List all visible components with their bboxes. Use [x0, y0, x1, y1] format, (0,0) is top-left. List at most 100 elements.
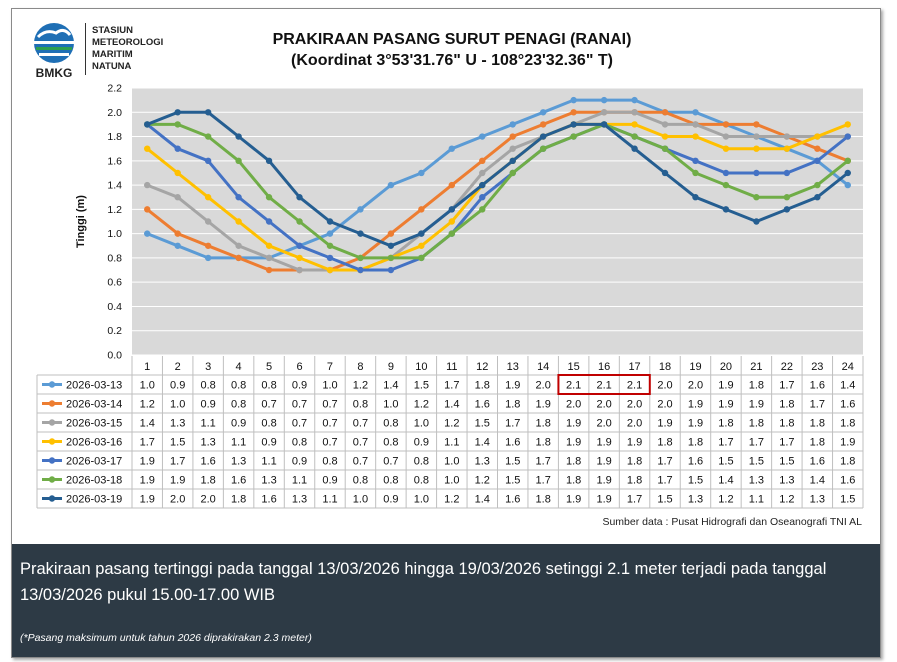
series-line — [146, 110, 848, 272]
forecast-panel: BMKG STASIUN METEOROLOGI MARITIM NATUNA … — [11, 8, 881, 658]
table-cell: 0.7 — [322, 399, 337, 411]
x-tick-label: 24 — [842, 361, 854, 373]
data-point — [692, 121, 699, 128]
legend-label: 2026-03-18 — [66, 475, 122, 487]
table-cell: 0.8 — [261, 418, 276, 430]
table-cell: 1.0 — [140, 380, 155, 392]
table-cell: 1.3 — [749, 475, 764, 487]
data-point — [418, 230, 425, 237]
table-cell: 1.6 — [810, 380, 825, 392]
data-point — [174, 109, 181, 116]
table-cell: 2.0 — [200, 494, 215, 506]
data-point — [722, 169, 730, 177]
data-point — [235, 254, 242, 262]
table-cell: 1.0 — [444, 475, 459, 487]
data-point — [692, 133, 699, 140]
table-cell: 0.9 — [231, 418, 246, 430]
table-cell: 0.7 — [353, 456, 368, 468]
table-cell: 1.8 — [840, 456, 855, 468]
data-point — [204, 218, 212, 225]
table-cell: 2.0 — [566, 399, 581, 411]
x-tick-label: 17 — [628, 361, 640, 373]
table-cell: 1.8 — [200, 475, 215, 487]
table-cell: 1.9 — [170, 475, 185, 487]
table-cell: 1.6 — [261, 494, 276, 506]
data-point — [600, 121, 608, 128]
data-point — [357, 230, 364, 237]
table-cell: 1.6 — [505, 437, 520, 449]
data-point — [814, 157, 821, 165]
data-point — [661, 145, 669, 152]
y-tick-label: 0.0 — [107, 350, 122, 362]
data-point — [144, 121, 151, 128]
x-tick-label: 18 — [659, 361, 671, 373]
table-cell: 1.4 — [840, 380, 855, 392]
x-tick-label: 21 — [750, 361, 762, 373]
table-cell: 1.2 — [718, 494, 733, 506]
table-cell: 1.0 — [444, 456, 459, 468]
data-point — [722, 145, 730, 152]
legend-label: 2026-03-13 — [66, 380, 122, 392]
data-point — [814, 194, 821, 201]
x-tick-label: 16 — [598, 361, 610, 373]
table-cell: 1.1 — [292, 475, 307, 487]
x-tick-label: 11 — [446, 361, 457, 373]
table-cell: 1.3 — [170, 418, 185, 430]
x-tick-label: 10 — [415, 361, 427, 373]
data-point — [539, 109, 547, 116]
table-cell: 0.8 — [231, 399, 246, 411]
x-tick-label: 6 — [296, 361, 302, 373]
table-cell: 2.1 — [566, 380, 581, 392]
table-cell: 1.8 — [840, 418, 855, 430]
legend-marker — [48, 419, 56, 426]
data-point — [326, 230, 334, 237]
table-cell: 1.3 — [810, 494, 825, 506]
data-point — [570, 109, 577, 116]
data-point — [479, 133, 486, 140]
table-cell: 1.9 — [657, 418, 672, 430]
data-point — [235, 242, 242, 249]
x-tick-label: 8 — [357, 361, 363, 373]
y-tick-label: 0.2 — [107, 325, 122, 337]
series-line — [147, 122, 849, 260]
y-tick-label: 1.6 — [107, 155, 122, 167]
station-line: STASIUN — [92, 25, 133, 36]
data-point — [661, 109, 669, 116]
chart-title: PRAKIRAAN PASANG SURUT PENAGI (RANAI) (K… — [202, 29, 702, 71]
data-point — [265, 194, 273, 201]
table-cell: 0.9 — [414, 437, 429, 449]
x-tick-label: 20 — [720, 361, 732, 373]
table-cell: 1.2 — [353, 380, 368, 392]
data-point — [296, 242, 303, 249]
data-point — [418, 206, 425, 213]
data-point — [204, 242, 212, 249]
table-cell: 1.9 — [566, 494, 581, 506]
table-cell: 1.2 — [779, 494, 794, 506]
data-point — [509, 133, 516, 140]
x-tick-label: 5 — [266, 361, 272, 373]
table-cell: 1.1 — [322, 494, 337, 506]
table-cell: 1.0 — [414, 494, 429, 506]
data-point — [296, 254, 303, 262]
table-cell: 1.8 — [779, 418, 794, 430]
table-cell: 0.9 — [322, 475, 337, 487]
data-point — [479, 181, 486, 189]
y-tick-label: 1.4 — [107, 180, 122, 192]
series-line — [146, 98, 849, 260]
table-cell: 1.9 — [140, 494, 155, 506]
data-point — [753, 145, 760, 152]
data-point — [387, 254, 395, 262]
data-point — [174, 169, 181, 177]
table-cell: 1.7 — [627, 494, 642, 506]
table-cell: 1.8 — [536, 437, 551, 449]
table-cell: 1.8 — [749, 380, 764, 392]
table-cell: 1.8 — [749, 418, 764, 430]
table-cell: 1.7 — [170, 456, 185, 468]
data-point — [631, 109, 638, 116]
data-point — [509, 121, 516, 128]
legend-marker — [48, 438, 56, 445]
x-tick-label: 15 — [568, 361, 580, 373]
data-point — [235, 218, 242, 225]
table-cell: 1.8 — [627, 475, 642, 487]
table-cell: 1.9 — [505, 380, 520, 392]
